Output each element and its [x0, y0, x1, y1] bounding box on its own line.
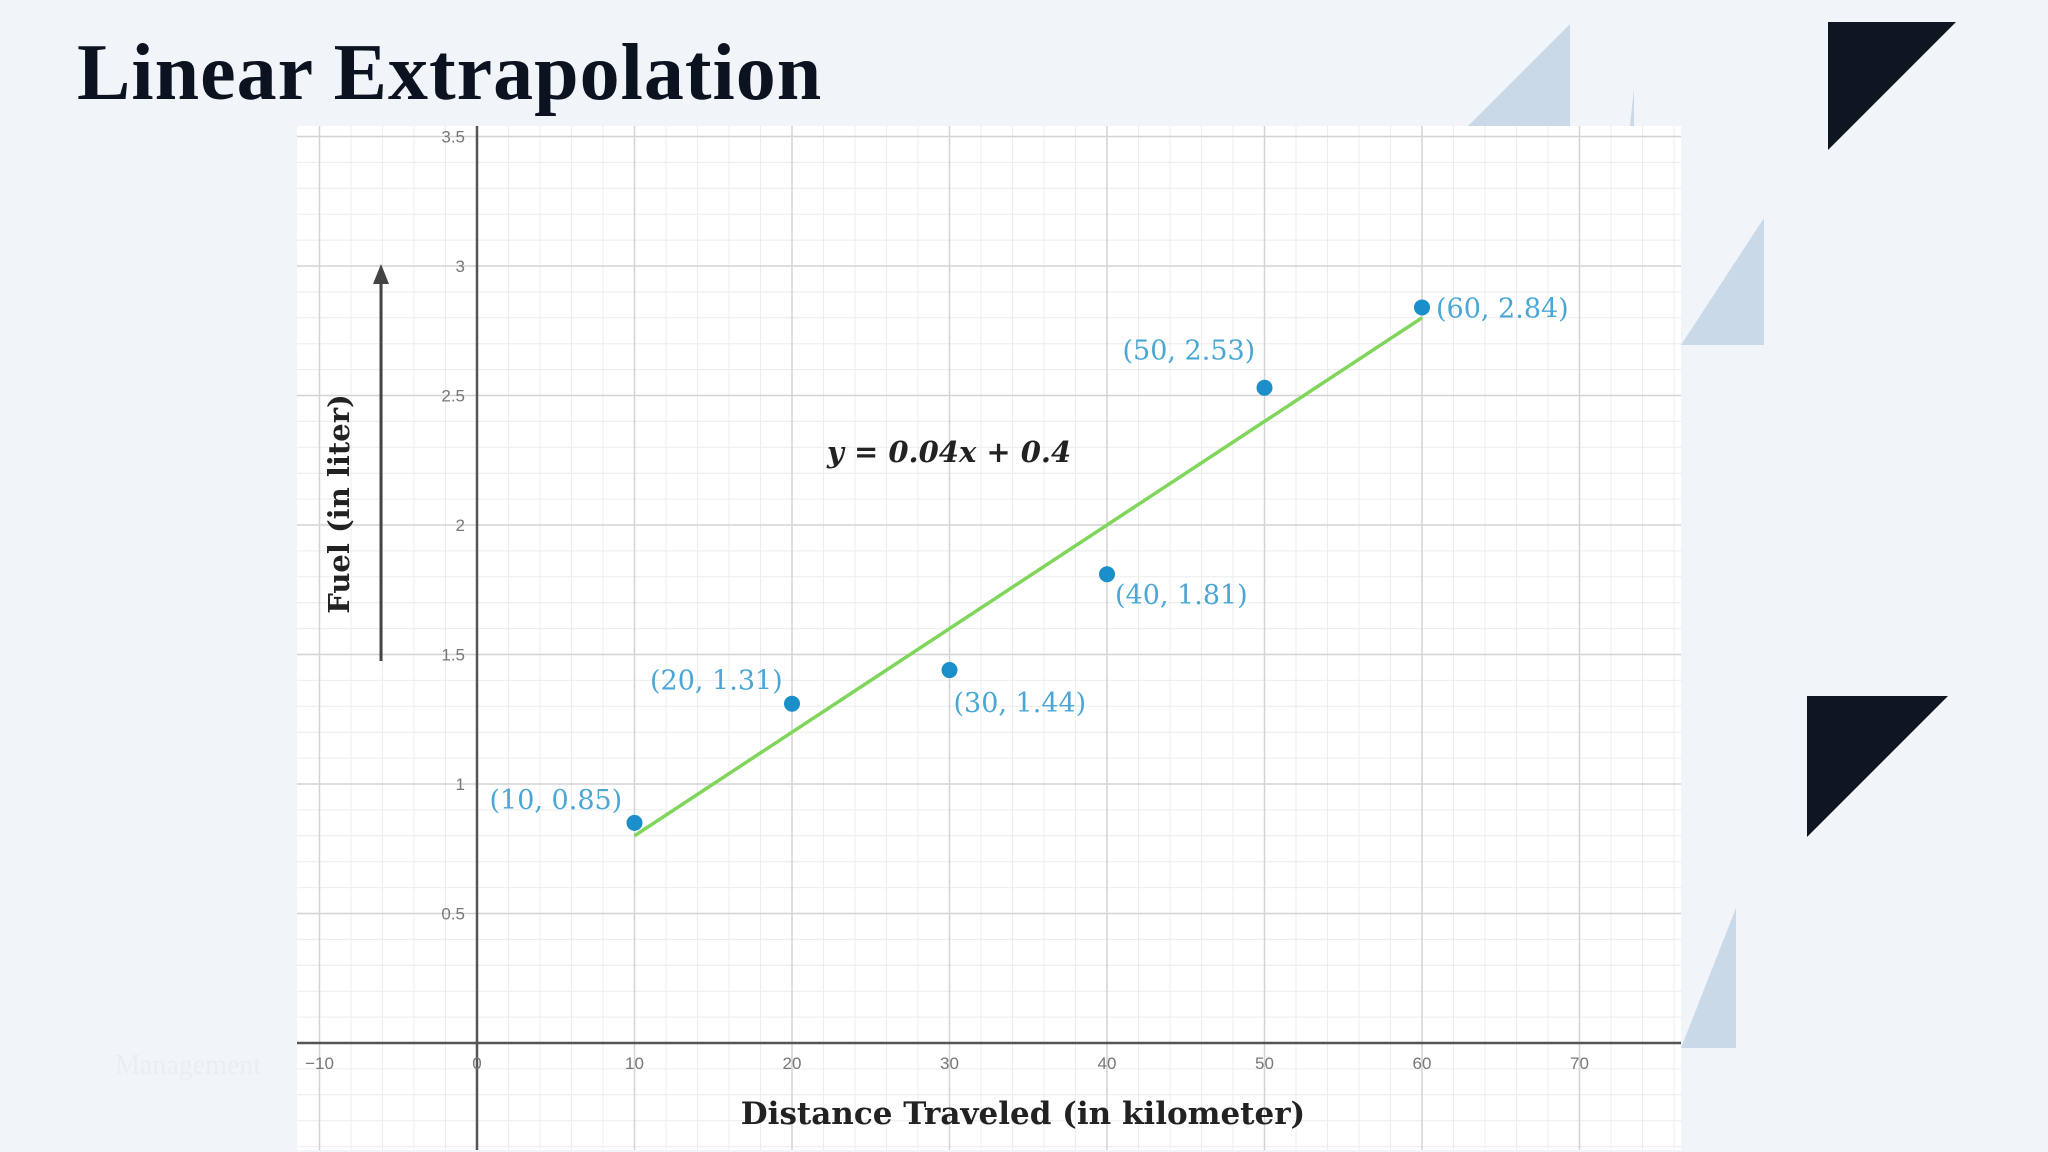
data-point — [1099, 566, 1115, 583]
y-tick-label: 3.5 — [441, 128, 465, 147]
fit-line-group — [633, 316, 1423, 838]
major-grid — [297, 126, 1681, 1150]
light-triangle-1 — [1468, 24, 1570, 126]
minor-grid — [297, 126, 1681, 1150]
data-point — [784, 695, 800, 712]
y-tick-label: 1 — [456, 775, 465, 794]
light-triangle-3 — [1681, 218, 1764, 345]
data-points — [626, 299, 1430, 831]
x-tick-label: 30 — [940, 1054, 959, 1073]
y-tick-label: 0.5 — [441, 905, 465, 924]
equation-label: y = 0.04x + 0.4 — [826, 435, 1071, 469]
x-tick-label: 0 — [472, 1054, 481, 1073]
slide-title: Linear Extrapolation — [77, 29, 823, 117]
y-axis-title: Fuel (in liter) — [322, 394, 356, 614]
x-tick-label: 40 — [1098, 1054, 1117, 1073]
x-tick-label: −10 — [305, 1054, 334, 1073]
tick-labels: −10 0 10 20 30 40 50 60 70 0.5 1 1.5 2 2.5 3 3.5 — [305, 128, 1589, 1074]
footer-text: Management — [115, 1050, 262, 1081]
data-point — [1256, 379, 1273, 396]
data-point — [626, 814, 643, 831]
dark-triangle-top — [1828, 22, 1956, 150]
x-tick-label: 20 — [783, 1054, 802, 1073]
light-triangle-4 — [1681, 908, 1736, 1048]
x-tick-label: 60 — [1413, 1054, 1432, 1073]
y-tick-label: 1.5 — [441, 646, 465, 665]
y-tick-label: 3 — [456, 257, 465, 276]
light-triangle-2 — [1630, 88, 1634, 126]
point-label: (20, 1.31) — [650, 666, 783, 697]
x-tick-label: 50 — [1255, 1054, 1274, 1073]
x-tick-label: 70 — [1570, 1054, 1589, 1073]
annotations: y = 0.04x + 0.4 Distance Traveled (in kil… — [322, 264, 1305, 1132]
y-tick-label: 2.5 — [441, 387, 465, 406]
point-label: (60, 2.84) — [1436, 293, 1569, 324]
fit-line — [633, 316, 1423, 838]
chart-panel: −10 0 10 20 30 40 50 60 70 0.5 1 1.5 2 2.5 3 3.5 (10, 0… — [297, 126, 1681, 1150]
axes — [297, 126, 1681, 1150]
scatter-chart: −10 0 10 20 30 40 50 60 70 0.5 1 1.5 2 2.5 3 3.5 (10, 0… — [297, 126, 1681, 1150]
data-point — [941, 662, 958, 679]
x-tick-label: 10 — [625, 1054, 644, 1073]
y-tick-label: 2 — [456, 516, 465, 535]
point-label: (30, 1.44) — [954, 688, 1087, 719]
point-label: (50, 2.53) — [1123, 336, 1256, 367]
point-label: (40, 1.81) — [1115, 580, 1248, 611]
data-point — [1414, 299, 1430, 316]
point-label: (10, 0.85) — [490, 785, 623, 816]
x-axis-title: Distance Traveled (in kilometer) — [741, 1096, 1305, 1132]
point-labels: (10, 0.85) (20, 1.31) (30, 1.44) (40, 1.81)… — [490, 293, 1569, 815]
dark-triangle-bottom — [1807, 696, 1948, 837]
y-axis-arrow-head — [373, 264, 389, 284]
